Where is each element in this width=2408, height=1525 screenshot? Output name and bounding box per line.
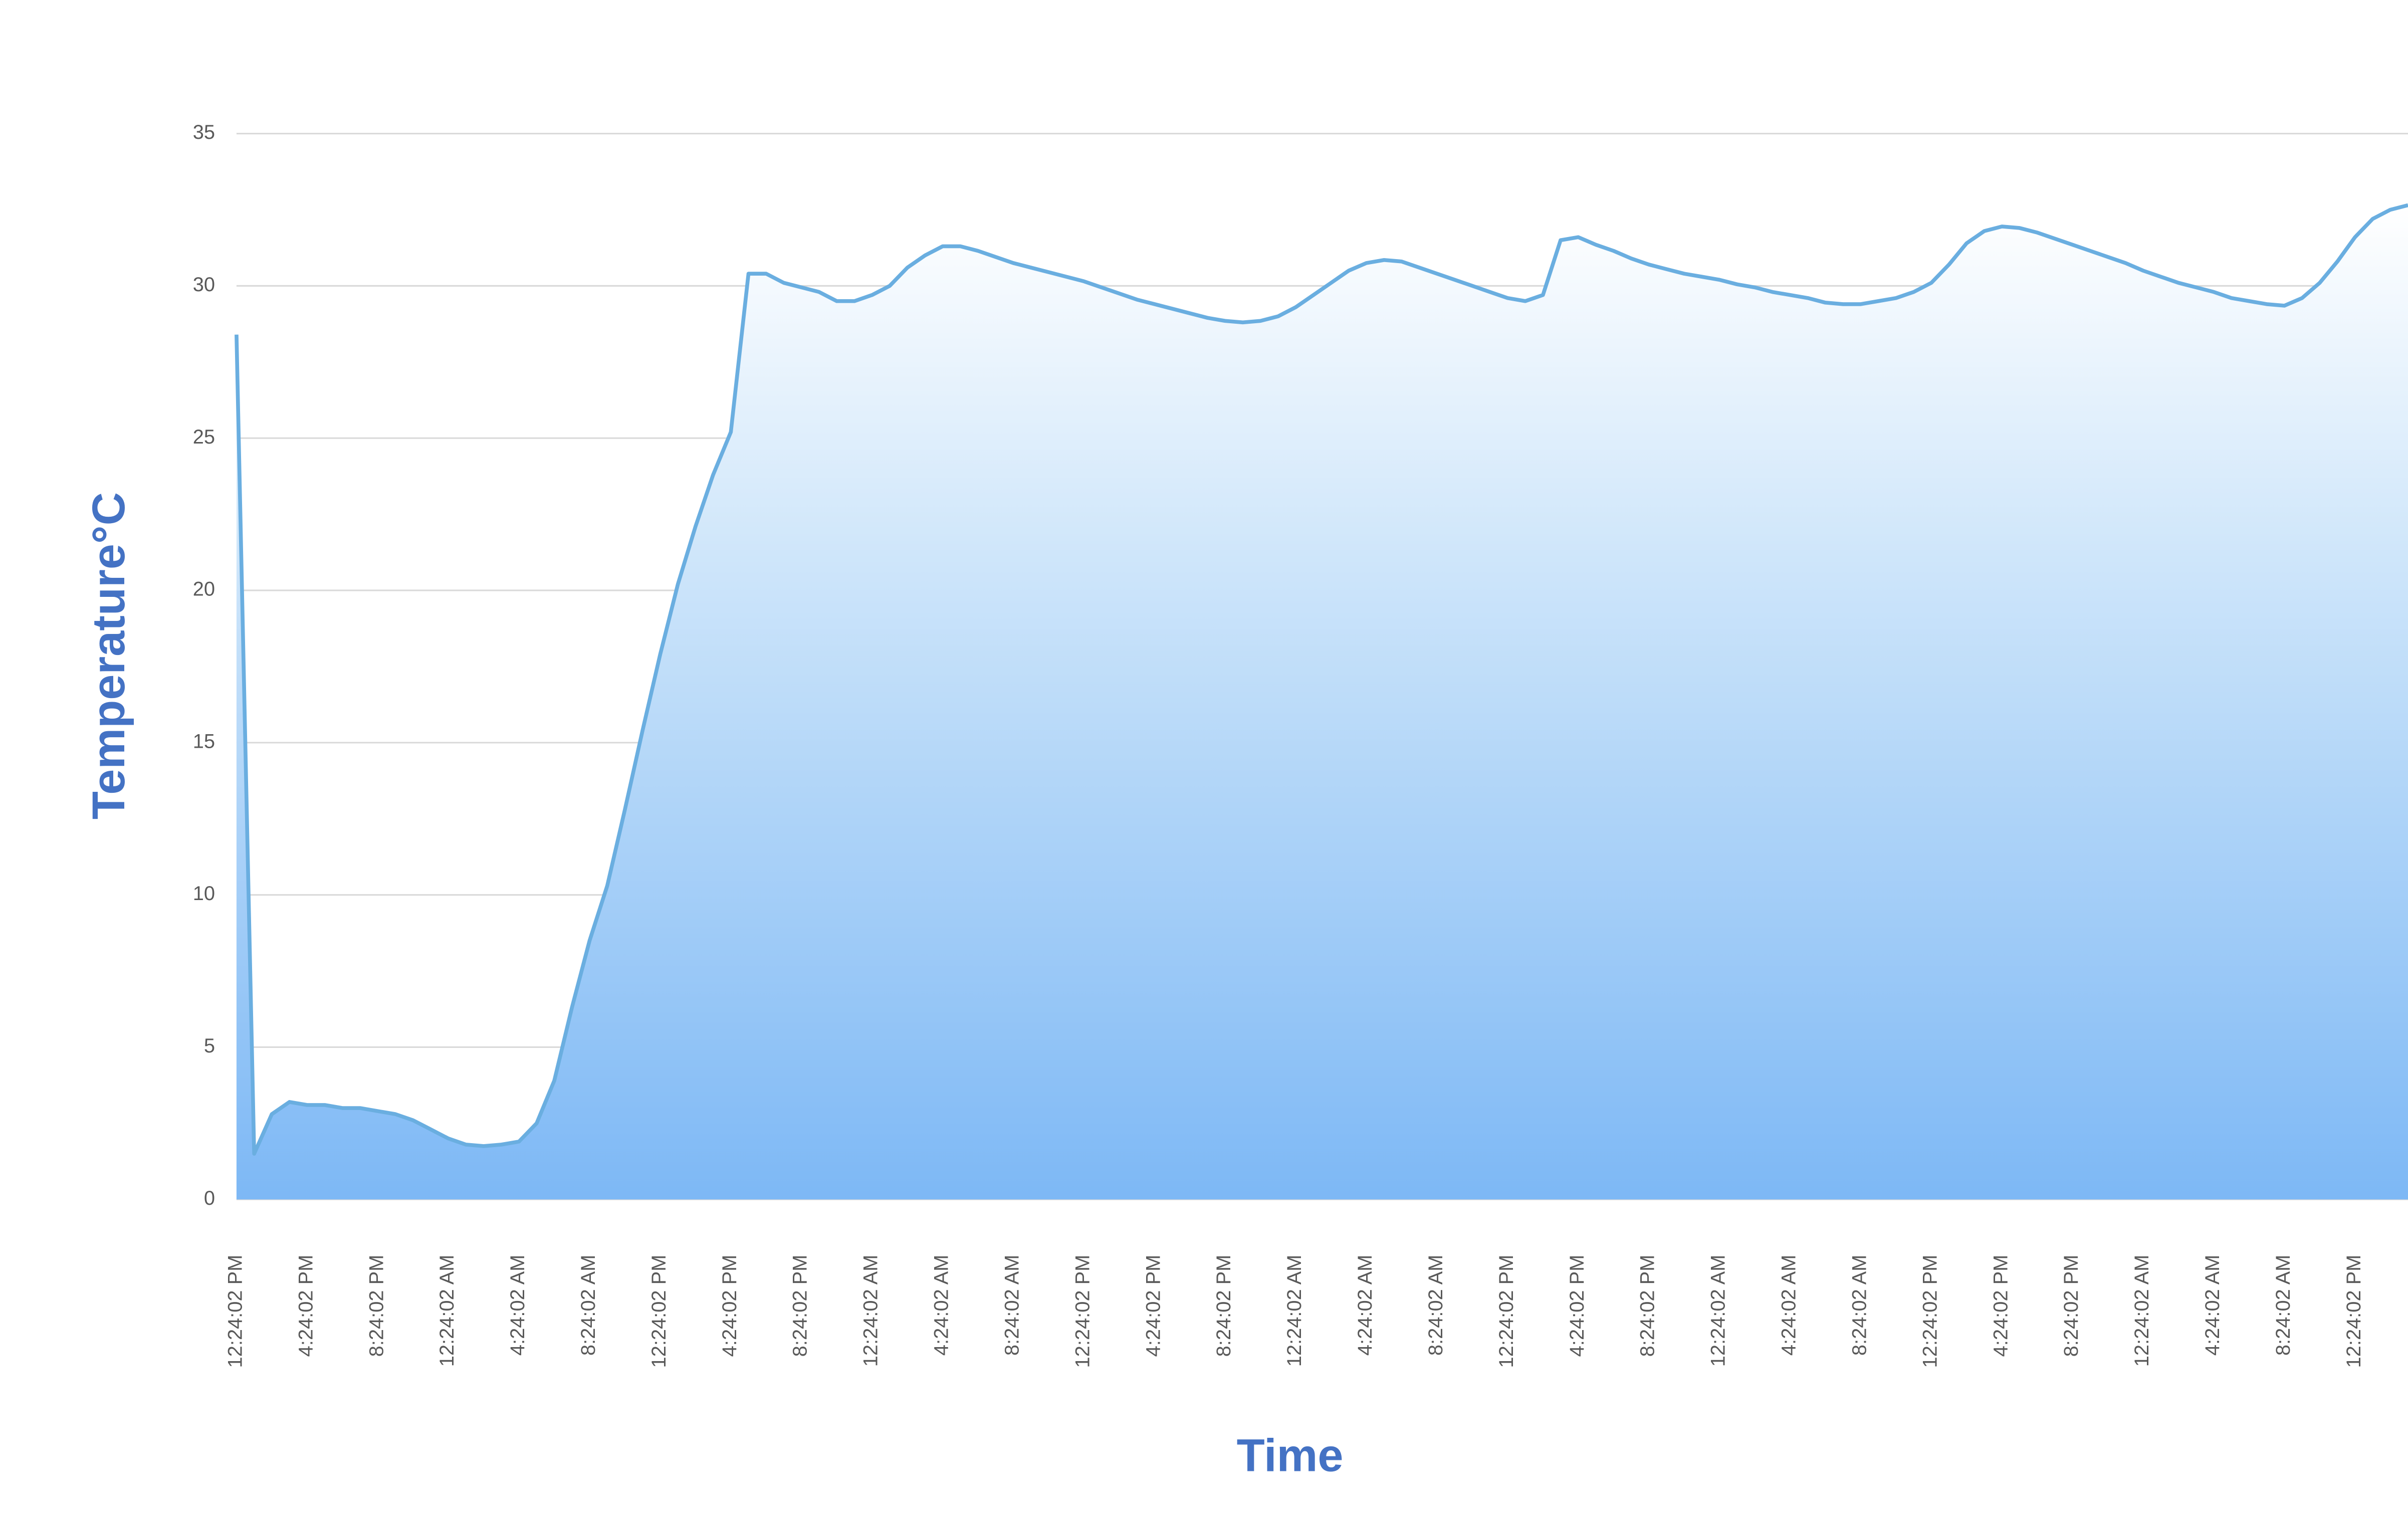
y-tick-label: 5 (204, 1035, 215, 1057)
x-tick-label: 4:24:02 AM (507, 1255, 529, 1356)
y-tick-label: 10 (193, 883, 215, 905)
x-tick-label: 12:24:02 AM (2131, 1255, 2153, 1367)
x-tick-label: 12:24:02 AM (860, 1255, 882, 1367)
x-tick-label: 4:24:02 AM (1778, 1255, 1800, 1356)
x-tick-label: 12:24:02 AM (436, 1255, 458, 1367)
x-tick-label: 4:24:02 PM (295, 1255, 317, 1357)
area-fill (236, 205, 2408, 1200)
y-tick-label: 35 (193, 121, 215, 143)
y-tick-label: 30 (193, 274, 215, 296)
x-tick-label: 4:24:02 AM (931, 1255, 953, 1356)
x-tick-label: 12:24:02 PM (1495, 1255, 1517, 1368)
x-tick-label: 8:24:02 PM (1213, 1255, 1235, 1357)
y-axis-title: Temperature°C (83, 492, 134, 819)
y-tick-label: 15 (193, 730, 215, 752)
x-tick-label: 12:24:02 PM (648, 1255, 670, 1368)
area-line (235, 203, 2408, 1156)
x-tick-label: 4:24:02 PM (1142, 1255, 1164, 1357)
x-tick-label: 8:24:02 AM (1425, 1255, 1447, 1356)
x-tick-label: 12:24:02 AM (1707, 1255, 1729, 1367)
x-axis-title: Time (1237, 1430, 1344, 1481)
x-tick-label: 8:24:02 AM (1001, 1255, 1023, 1356)
x-tick-label: 12:24:02 PM (1919, 1255, 1941, 1368)
x-tick-label: 4:24:02 PM (1990, 1255, 2012, 1357)
y-tick-label: 25 (193, 426, 215, 448)
plot (235, 203, 2408, 1200)
x-tick-label: 8:24:02 AM (2272, 1255, 2294, 1356)
y-tick-label: 20 (193, 578, 215, 600)
x-tick-label: 8:24:02 PM (2060, 1255, 2082, 1357)
x-tick-label: 12:24:02 PM (224, 1255, 246, 1368)
x-tick-label: 12:24:02 PM (2343, 1255, 2365, 1368)
x-tick-label: 8:24:02 PM (365, 1255, 387, 1357)
x-tick-label: 8:24:02 PM (1637, 1255, 1659, 1357)
x-tick-label: 8:24:02 AM (1848, 1255, 1870, 1356)
x-tick-label: 12:24:02 PM (1071, 1255, 1093, 1368)
x-tick-label: 4:24:02 AM (2202, 1255, 2224, 1356)
x-tick-label: 12:24:02 AM (1283, 1255, 1305, 1367)
x-tick-label: 8:24:02 PM (789, 1255, 811, 1357)
x-tick-label: 8:24:02 AM (577, 1255, 599, 1356)
x-tick-label: 4:24:02 PM (1566, 1255, 1588, 1357)
x-tick-label: 4:24:02 PM (719, 1255, 741, 1357)
x-tick-label: 4:24:02 AM (1354, 1255, 1376, 1356)
y-tick-label: 0 (204, 1187, 215, 1209)
